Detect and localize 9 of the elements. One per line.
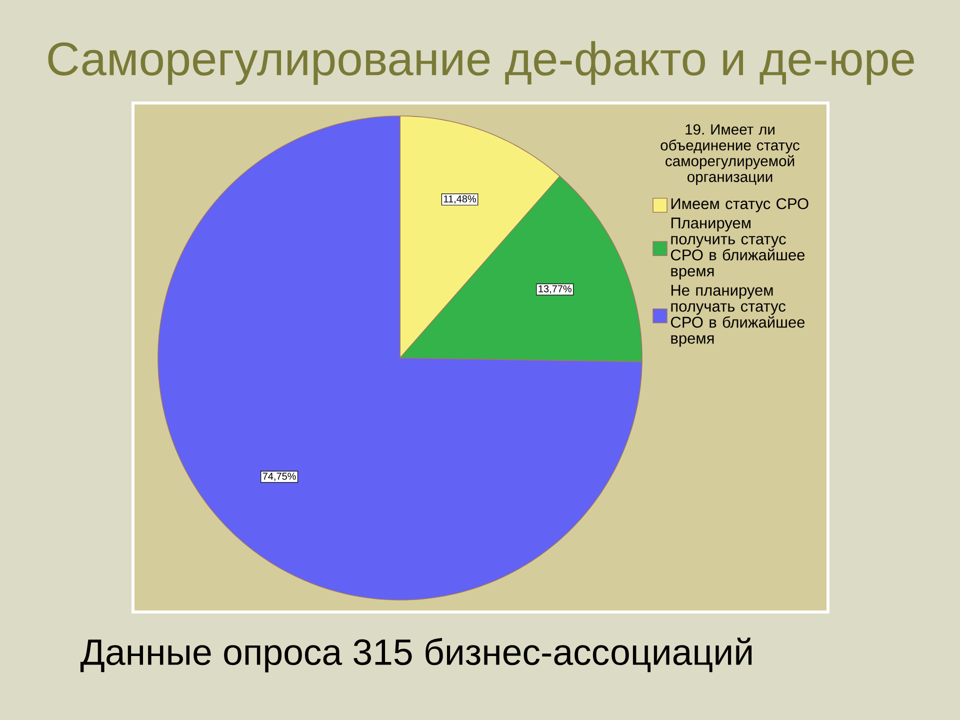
legend-label: Планируем получить статус СРО в ближайшее время (670, 218, 805, 280)
legend-label: Не планируем получать статус СРО в ближайшее время (670, 284, 805, 347)
data-label: 13,77% (538, 285, 572, 294)
chart-title: Саморегулирование де-факто и де-юре (48, 41, 914, 85)
legend-label: Имеем статус СРО (671, 198, 808, 212)
text: Данные опроса 315 бизнес-ассоциаций (80, 638, 752, 672)
data-label: 74,75% (262, 472, 296, 481)
legend-title: 19. Имеет ли объединение статус саморегулируемой организации (660, 124, 800, 185)
data-label: 11,48% (444, 195, 476, 204)
